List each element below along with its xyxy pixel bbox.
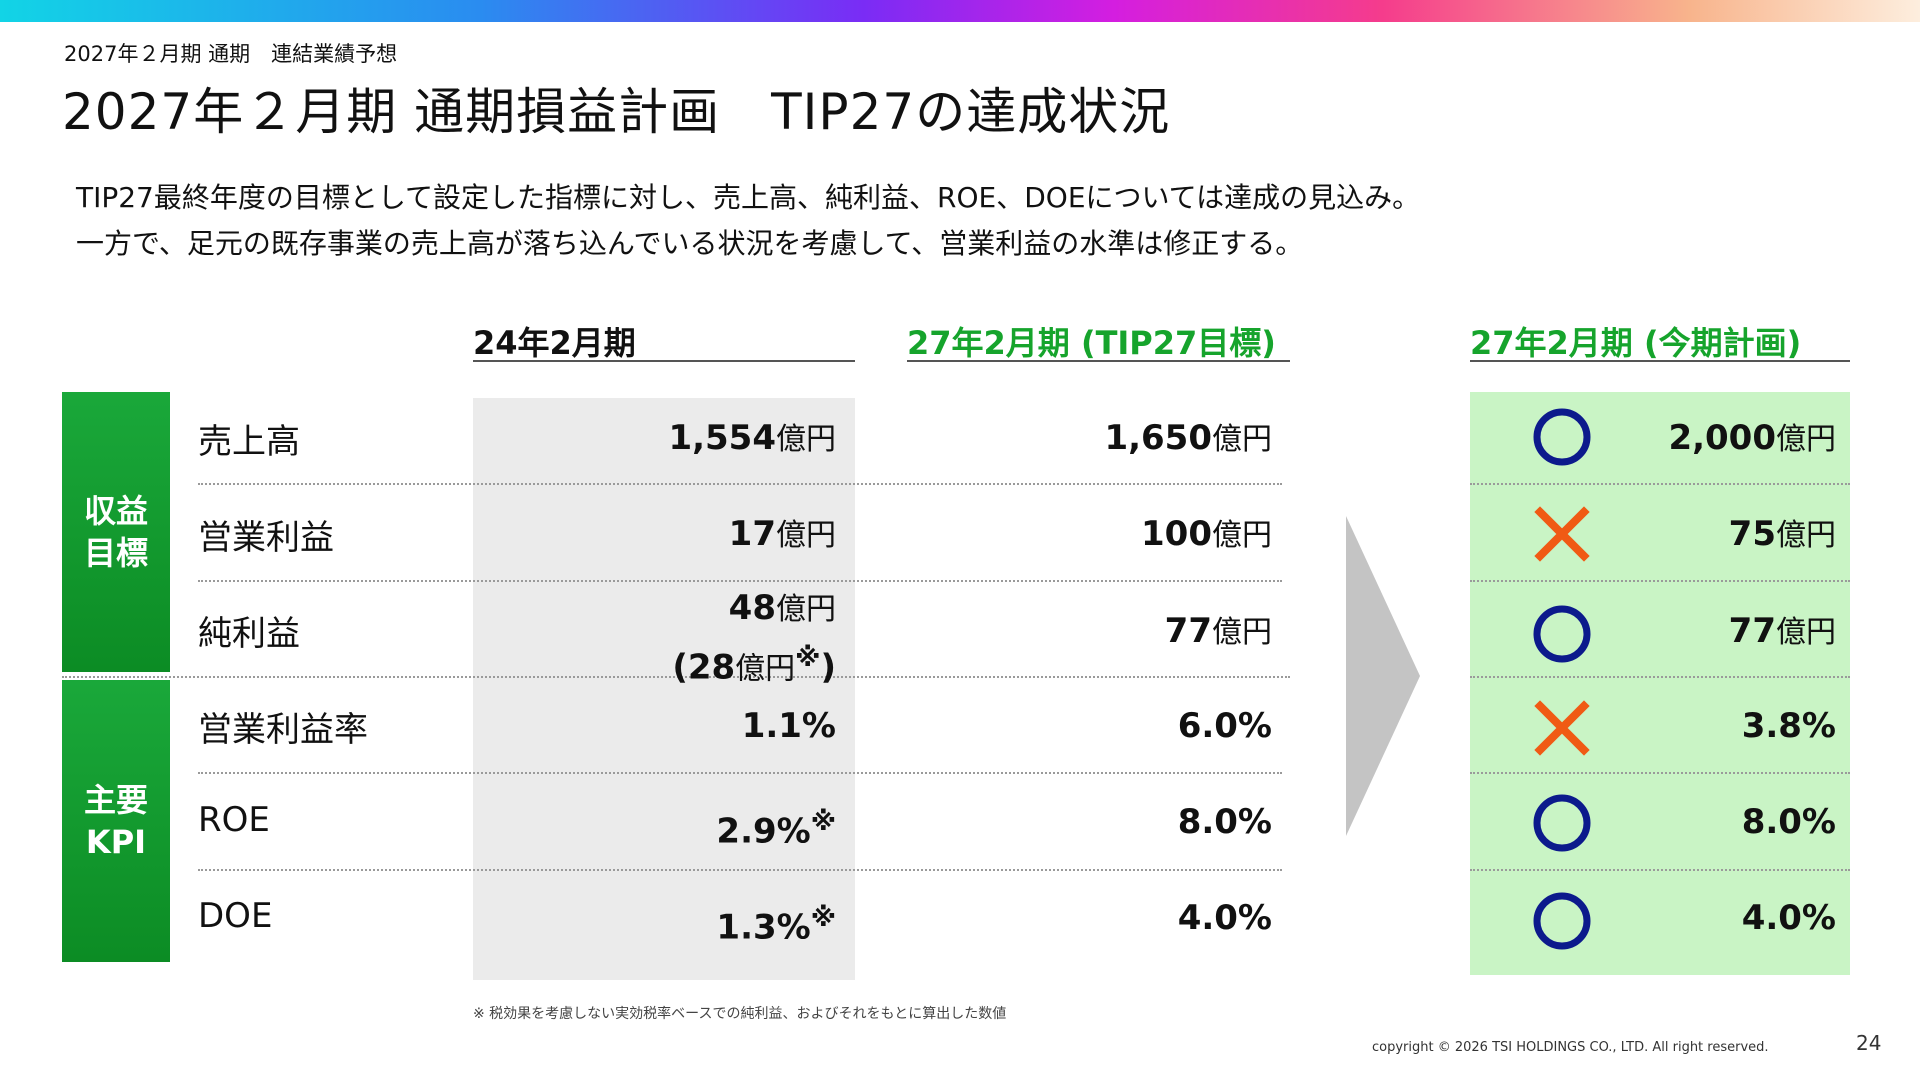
chevron-right-arrow-icon: [1346, 516, 1420, 836]
row-separator: [1470, 483, 1850, 485]
not-achieved-cross-icon: [1534, 700, 1590, 756]
row-separator: [198, 772, 1282, 774]
value-unit: 億円: [776, 592, 836, 627]
fy24-column-background: [473, 398, 855, 980]
footnote: ※ 税効果を考慮しない実効税率ベースでの純利益、およびそれをもとに算出した数値: [473, 1006, 1007, 1022]
achieved-circle-icon: [1533, 892, 1591, 950]
column-header-fy24: 24年2月期: [473, 318, 855, 362]
value-unit: 億円: [776, 518, 836, 553]
value-number: 1,650: [1104, 418, 1212, 458]
value-sub-close: ): [820, 647, 836, 688]
lead-line-1: TIP27最終年度の目標として設定した指標に対し、売上高、純利益、ROE、DOE…: [76, 181, 1421, 214]
value-number: 17: [728, 514, 776, 554]
value-number: 2.9%: [716, 811, 811, 852]
lead-line-2: 一方で、足元の既存事業の売上高が落ち込んでいる状況を考慮して、営業利益の水準は修…: [76, 227, 1304, 260]
cell-fy24-net-income: 48億円 (28億円※): [480, 588, 836, 689]
current-plan-column-background: [1470, 392, 1850, 975]
row-separator: [1470, 869, 1850, 871]
cell-target-operating-margin: 6.0%: [880, 706, 1272, 746]
value-number: 77: [1728, 611, 1776, 651]
page-title: 2027年２月期 通期損益計画 TIP27の達成状況: [62, 83, 1171, 141]
value-number: 8.0%: [1177, 802, 1272, 842]
row-separator: [198, 483, 1282, 485]
gradient-top-bar: [0, 0, 1920, 22]
cell-plan-operating-income: 75億円: [1560, 514, 1836, 556]
value-unit: 億円: [1776, 518, 1836, 553]
row-separator: [198, 869, 1282, 871]
value-number: 8.0%: [1741, 802, 1836, 842]
cell-fy24-doe: 1.3%※: [480, 898, 836, 947]
value-number: 2,000: [1668, 418, 1776, 458]
row-label-sales: 売上高: [198, 422, 300, 462]
value-number: 4.0%: [1177, 898, 1272, 938]
value-number: 77: [1164, 611, 1212, 651]
value-sub-number: (28: [672, 647, 736, 688]
footnote-mark: ※: [795, 643, 821, 673]
cell-plan-roe: 8.0%: [1560, 802, 1836, 842]
page-subtitle: 2027年２月期 通期 連結業績予想: [64, 42, 398, 66]
row-separator: [198, 580, 1282, 582]
lead-text: TIP27最終年度の目標として設定した指標に対し、売上高、純利益、ROE、DOE…: [76, 175, 1420, 267]
cell-fy24-operating-income: 17億円: [480, 514, 836, 556]
value-unit: 億円: [1776, 615, 1836, 650]
value-number: 1.1%: [741, 706, 836, 746]
value-unit: 億円: [735, 651, 796, 687]
copyright: copyright © 2026 TSI HOLDINGS CO., LTD. …: [1372, 1040, 1769, 1055]
value-number: 1,554: [668, 418, 776, 458]
cell-fy24-roe: 2.9%※: [480, 802, 836, 851]
cell-target-operating-income: 100億円: [880, 514, 1272, 556]
group-label-line: 目標: [83, 534, 148, 572]
value-number: 1.3%: [716, 907, 811, 948]
value-number: 100: [1141, 514, 1212, 554]
value-number: 48: [728, 588, 776, 628]
footnote-mark: ※: [810, 903, 836, 933]
group-label-revenue-targets: 収益 目標: [62, 392, 170, 672]
row-separator: [1470, 676, 1850, 678]
value-number: 6.0%: [1177, 706, 1272, 746]
group-label-line: 主要: [83, 781, 148, 819]
achieved-circle-icon: [1533, 794, 1591, 852]
achieved-circle-icon: [1533, 408, 1591, 466]
cell-plan-operating-margin: 3.8%: [1560, 706, 1836, 746]
not-achieved-cross-icon: [1534, 506, 1590, 562]
group-separator: [62, 676, 1290, 678]
value-unit: 億円: [1776, 422, 1836, 457]
value-unit: 億円: [1212, 518, 1272, 553]
cell-target-net-income: 77億円: [880, 611, 1272, 653]
cell-fy24-sales: 1,554億円: [480, 418, 836, 460]
row-label-net-income: 純利益: [198, 614, 300, 654]
cell-plan-doe: 4.0%: [1560, 898, 1836, 938]
column-header-tip27-target: 27年2月期 (TIP27目標): [907, 318, 1290, 362]
value-unit: 億円: [776, 422, 836, 457]
cell-plan-sales: 2,000億円: [1560, 418, 1836, 460]
cell-target-sales: 1,650億円: [880, 418, 1272, 460]
group-label-key-kpi: 主要 KPI: [62, 680, 170, 962]
footnote-mark: ※: [810, 807, 836, 837]
row-separator: [1470, 580, 1850, 582]
group-label-line: 収益: [83, 492, 148, 530]
row-label-roe: ROE: [198, 800, 270, 840]
cell-target-doe: 4.0%: [880, 898, 1272, 938]
value-number: 4.0%: [1741, 898, 1836, 938]
value-number: 3.8%: [1741, 706, 1836, 746]
row-separator: [1470, 772, 1850, 774]
achieved-circle-icon: [1533, 605, 1591, 663]
cell-plan-net-income: 77億円: [1560, 611, 1836, 653]
row-label-operating-income: 営業利益: [198, 518, 334, 558]
column-header-current-plan: 27年2月期 (今期計画): [1470, 318, 1850, 362]
value-number: 75: [1728, 514, 1776, 554]
group-label-line: KPI: [85, 823, 147, 861]
value-unit: 億円: [1212, 422, 1272, 457]
row-label-doe: DOE: [198, 896, 273, 936]
value-unit: 億円: [1212, 615, 1272, 650]
row-label-operating-margin: 営業利益率: [198, 710, 368, 750]
cell-fy24-operating-margin: 1.1%: [480, 706, 836, 746]
page-number: 24: [1856, 1031, 1882, 1055]
cell-target-roe: 8.0%: [880, 802, 1272, 842]
